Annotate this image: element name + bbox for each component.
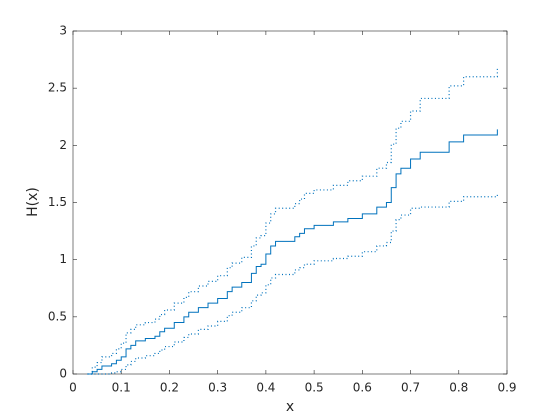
y-axis-label: H(x) xyxy=(25,187,41,217)
stairs-line xyxy=(87,68,498,375)
x-tick-label: 0.4 xyxy=(256,381,275,395)
x-tick-label: 0.2 xyxy=(160,381,179,395)
y-tick-label: 2.5 xyxy=(48,81,67,95)
stairs-line xyxy=(87,129,498,375)
y-tick-label: 3 xyxy=(59,24,67,38)
y-tick-label: 1.5 xyxy=(48,195,67,209)
x-axis-label: x xyxy=(286,399,294,415)
x-tick-label: 0.7 xyxy=(401,381,420,395)
x-tick-label: 0.3 xyxy=(208,381,227,395)
y-tick-label: 2 xyxy=(59,138,67,152)
x-tick-label: 0.8 xyxy=(449,381,468,395)
x-tick-label: 0.9 xyxy=(497,381,516,395)
x-tick-label: 0.6 xyxy=(353,381,372,395)
y-tick-label: 0.5 xyxy=(48,309,67,323)
x-tick-label: 0.5 xyxy=(305,381,324,395)
y-tick-label: 0 xyxy=(59,367,67,381)
x-tick-label: 0.1 xyxy=(112,381,131,395)
y-tick-label: 1 xyxy=(59,252,67,266)
axes-box xyxy=(72,30,508,375)
x-tick-label: 0 xyxy=(69,381,77,395)
